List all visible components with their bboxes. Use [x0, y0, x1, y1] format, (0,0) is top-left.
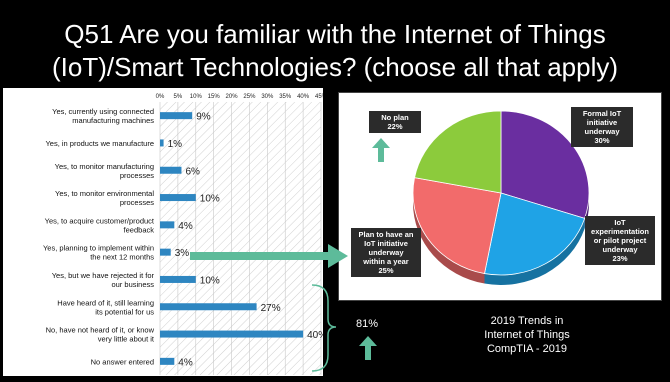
bar [160, 221, 175, 229]
callout-exp-line1: IoT [614, 218, 626, 227]
category-label: Yes, to monitor manufacturing processes [55, 162, 155, 180]
callout-plan-line2: IoT initiative [364, 239, 408, 248]
bar-value-label: 10% [200, 275, 220, 286]
title-line-1: Q51 Are you familiar with the Internet o… [64, 19, 606, 49]
pie-slice [412, 177, 502, 275]
callout-formal-line2: initiative [586, 118, 618, 127]
callout-plan-line3: underway [368, 248, 404, 257]
x-tick-label: 30% [261, 94, 274, 100]
footer-line-2: Internet of Things [484, 329, 570, 341]
pie-chart-panel: No plan 22% Formal IoT initiative underw… [338, 92, 662, 301]
callout-formal: Formal IoT initiative underway 30% [571, 107, 633, 147]
x-tick-label: 45% [315, 94, 323, 100]
bar [160, 194, 196, 202]
bar-value-label: 1% [168, 139, 183, 150]
category-label: Yes, currently using connected manufactur… [52, 107, 154, 125]
callout-formal-line3: underway [584, 127, 620, 136]
callout-no-plan-pct: 22% [387, 122, 403, 131]
category-label: Yes, to monitor environmental processes [55, 189, 154, 207]
x-tick-label: 25% [243, 94, 256, 100]
callout-exp-line4: underway [602, 245, 638, 254]
category-label: Yes, in products we manufacture [45, 139, 154, 148]
pie-chart [412, 110, 590, 285]
callout-experimentation: IoT experimentation or pilot project und… [585, 216, 655, 265]
x-tick-label: 5% [174, 94, 183, 100]
callout-plan-line1: Plan to have an [358, 230, 414, 239]
bar [160, 357, 175, 365]
callout-plan-line4: within a year [363, 257, 409, 266]
callout-exp-pct: 23% [612, 254, 628, 263]
bar-value-label: 4% [178, 357, 193, 368]
bar-value-label: 40% [307, 330, 323, 341]
up-arrow-icon [359, 336, 377, 360]
x-tick-label: 0% [156, 94, 165, 100]
bar [160, 166, 182, 174]
x-tick-label: 20% [226, 94, 239, 100]
bar-value-label: 6% [185, 166, 200, 177]
category-label: Yes, planning to implement within the nex… [43, 244, 154, 262]
bar-value-label: 4% [178, 221, 193, 232]
callout-formal-pct: 30% [594, 136, 610, 145]
pie-slice [484, 192, 586, 276]
x-tick-label: 40% [297, 94, 310, 100]
callout-exp-line3: or pilot project [593, 236, 647, 245]
callout-no-plan-label: No plan [381, 113, 409, 122]
slide-title: Q51 Are you familiar with the Internet o… [0, 18, 670, 84]
bar-value-label: 9% [196, 112, 211, 123]
bar-chart-panel: 0% 5% 10% 15% 20% 25% 30% 35% 40% 45% Yes, current… [3, 88, 323, 376]
pie-slice [414, 110, 502, 194]
bar-value-label: 3% [175, 248, 190, 259]
bar [160, 248, 171, 256]
bar [160, 139, 164, 147]
bar-chart: 0% 5% 10% 15% 20% 25% 30% 35% 40% 45% Yes, current… [43, 94, 323, 375]
bar [160, 330, 304, 338]
link-arrow-icon [190, 244, 348, 268]
callout-plan: Plan to have an IoT initiative underway … [351, 228, 421, 277]
title-line-2: (IoT)/Smart Technologies? (choose all th… [51, 52, 619, 82]
footer-line-3: CompTIA - 2019 [486, 343, 568, 355]
bar-value-label: 27% [261, 303, 281, 314]
plot-background [160, 102, 321, 375]
callout-formal-line1: Formal IoT [582, 109, 622, 118]
bar [160, 303, 257, 311]
category-label: No, have not heard of it, or know very li… [46, 326, 155, 344]
bracket-icon [311, 284, 337, 372]
bracket-total-label: 81% [356, 318, 379, 330]
bar [160, 275, 196, 283]
x-tick-label: 35% [279, 94, 292, 100]
source-footer: 2019 Trends in Internet of Things CompTI… [452, 314, 602, 356]
callout-exp-line2: experimentation [591, 227, 649, 236]
bar-value-label: 10% [200, 194, 220, 205]
bar [160, 112, 193, 120]
up-arrow-icon [372, 138, 390, 162]
x-tick-label: 10% [190, 94, 203, 100]
x-tick-label: 15% [208, 94, 221, 100]
callout-no-plan: No plan 22% [369, 111, 421, 133]
callout-plan-pct: 25% [378, 266, 394, 275]
category-label: Yes, to acquire customer/product feedback [45, 216, 155, 234]
footer-line-1: 2019 Trends in [490, 315, 564, 327]
category-label: No answer entered [91, 357, 154, 366]
pie-slice-side [484, 218, 585, 285]
category-label: Have heard of it, still learning its pote… [57, 298, 154, 316]
category-label: Yes, but we have rejected it for our busi… [52, 271, 155, 289]
